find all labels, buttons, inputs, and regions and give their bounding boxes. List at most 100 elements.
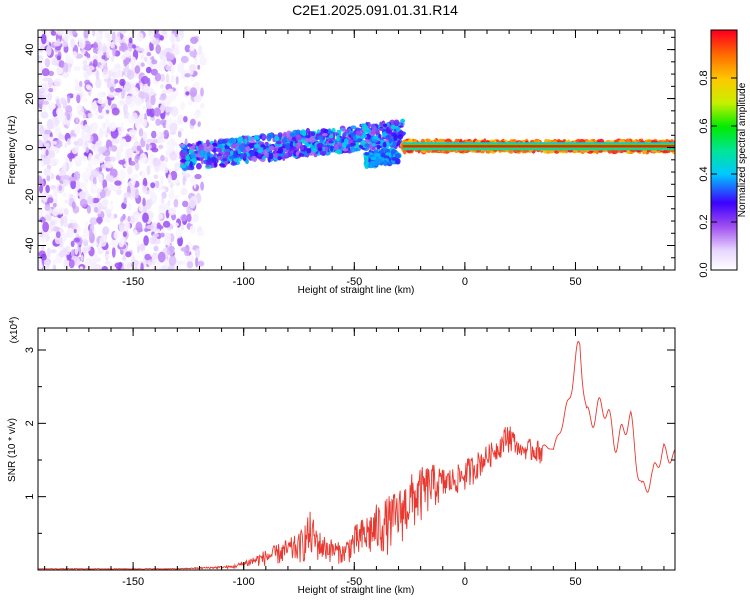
spectrogram-cell	[160, 104, 164, 111]
colorbar-step	[711, 128, 737, 131]
peak-band-core	[402, 145, 675, 148]
colorbar-step	[711, 46, 737, 49]
spectrogram-cell	[177, 30, 184, 36]
colorbar-step	[711, 216, 737, 219]
spectrogram-cell	[79, 80, 83, 88]
spectrogram-cell	[51, 208, 59, 217]
spectrogram-cell	[174, 42, 178, 49]
spectrogram-cell	[40, 83, 49, 94]
spectrogram-cell	[151, 264, 158, 270]
spectrogram-cell	[38, 139, 44, 150]
spectrogram-cell	[203, 143, 207, 150]
spectrogram-cell	[40, 111, 49, 119]
spectrogram-cell	[65, 105, 73, 114]
spectrogram-cell	[114, 87, 123, 93]
spectrogram-cell	[164, 167, 169, 174]
spectrogram-cell	[85, 167, 91, 178]
spectrogram-cell	[56, 66, 64, 75]
spectrogram-cell	[62, 247, 69, 255]
spectrogram-region-3	[363, 147, 402, 169]
spectrogram-cell	[292, 142, 296, 147]
spectrogram-cell	[99, 64, 104, 70]
spectrogram-cell	[104, 260, 111, 265]
spectrogram-cell	[82, 64, 90, 72]
spectrogram-cell	[119, 169, 126, 180]
spectrogram-cell	[142, 184, 148, 194]
spectrogram-cell	[165, 232, 172, 242]
spectrogram-cell	[216, 155, 223, 161]
colorbar-step	[711, 264, 737, 267]
spectrogram-cell	[76, 104, 82, 111]
spectrogram-cell	[74, 78, 79, 89]
snr-x-tick-label: -50	[346, 576, 362, 588]
spectrogram-cell	[328, 140, 334, 144]
spectrogram-cell	[132, 112, 138, 122]
spectrogram-cell	[385, 135, 391, 139]
spectrogram-cell	[101, 55, 106, 60]
spectrogram-cell	[86, 69, 93, 76]
spectrogram-cell	[131, 30, 136, 38]
spectrogram-cell	[317, 142, 324, 149]
spectrogram-cell	[112, 47, 116, 57]
spectrogram-region-4	[400, 138, 675, 155]
spectrogram-cell	[75, 180, 80, 190]
spectrogram-cell	[374, 153, 381, 157]
spectrogram-cell	[142, 197, 146, 208]
colorbar-step	[711, 240, 737, 243]
spectrogram-cell	[318, 135, 324, 141]
spectrogram-cell	[121, 88, 125, 100]
colorbar-step	[711, 112, 737, 115]
spectrogram-cell	[216, 148, 222, 153]
spectrogram-cell	[277, 146, 283, 154]
spectrogram-cell	[62, 192, 68, 198]
spectrogram-cell	[127, 166, 133, 175]
spectrogram-cell	[134, 229, 138, 235]
spectrogram-cell	[211, 142, 218, 147]
spectrogram-cell	[76, 94, 81, 104]
spectrogram-cell	[289, 140, 294, 148]
spectrogram-cell	[196, 162, 202, 170]
spectrogram-cell	[92, 59, 98, 68]
spectrogram-cell	[105, 162, 113, 169]
spectrogram-cell	[182, 149, 188, 154]
spectrogram-cell	[118, 159, 126, 165]
spectrogram-cell	[68, 259, 75, 269]
spectrogram-cell	[135, 96, 142, 107]
spectrogram-cell	[42, 221, 49, 233]
colorbar-step	[711, 228, 737, 231]
spectrogram-cell	[118, 138, 127, 145]
spectrogram-cell	[110, 205, 114, 210]
spectrogram-cell	[59, 97, 66, 105]
spectrogram-cell	[134, 161, 140, 171]
spectrogram-x-tick-label: -50	[346, 276, 362, 288]
spectrogram-cell	[306, 147, 312, 154]
spectrogram-cell	[179, 127, 184, 132]
spectrogram-cell	[160, 154, 165, 162]
spectrogram-cell	[38, 228, 42, 236]
spectrogram-cell	[136, 32, 144, 42]
spectrogram-cell	[195, 256, 199, 268]
spectrogram-cell	[85, 146, 90, 154]
spectrogram-cell	[45, 142, 50, 149]
spectrogram-cell	[328, 131, 333, 135]
spectrogram-cell	[248, 156, 252, 161]
colorbar-step	[711, 150, 737, 153]
snr-y-multiplier: (x104)	[9, 317, 21, 344]
spectrogram-cell	[166, 245, 175, 256]
spectrogram-cell	[180, 55, 189, 64]
spectrogram-y-axis-label: Frequency (Hz)	[7, 116, 18, 185]
spectrogram-cell	[129, 161, 136, 166]
spectrogram-cell	[110, 213, 115, 220]
spectrogram-cell	[51, 226, 60, 232]
spectrogram-cell	[115, 189, 123, 195]
colorbar-step	[711, 126, 737, 129]
spectrogram-cell	[91, 197, 100, 204]
spectrogram-cell	[200, 181, 205, 191]
spectrogram-cell	[44, 129, 52, 135]
spectrogram-cell	[148, 261, 153, 267]
spectrogram-cell	[157, 137, 165, 144]
spectrogram-cell	[127, 41, 134, 49]
spectrogram-cell	[155, 44, 161, 55]
colorbar-step	[711, 106, 737, 109]
spectrogram-cell	[199, 56, 207, 66]
